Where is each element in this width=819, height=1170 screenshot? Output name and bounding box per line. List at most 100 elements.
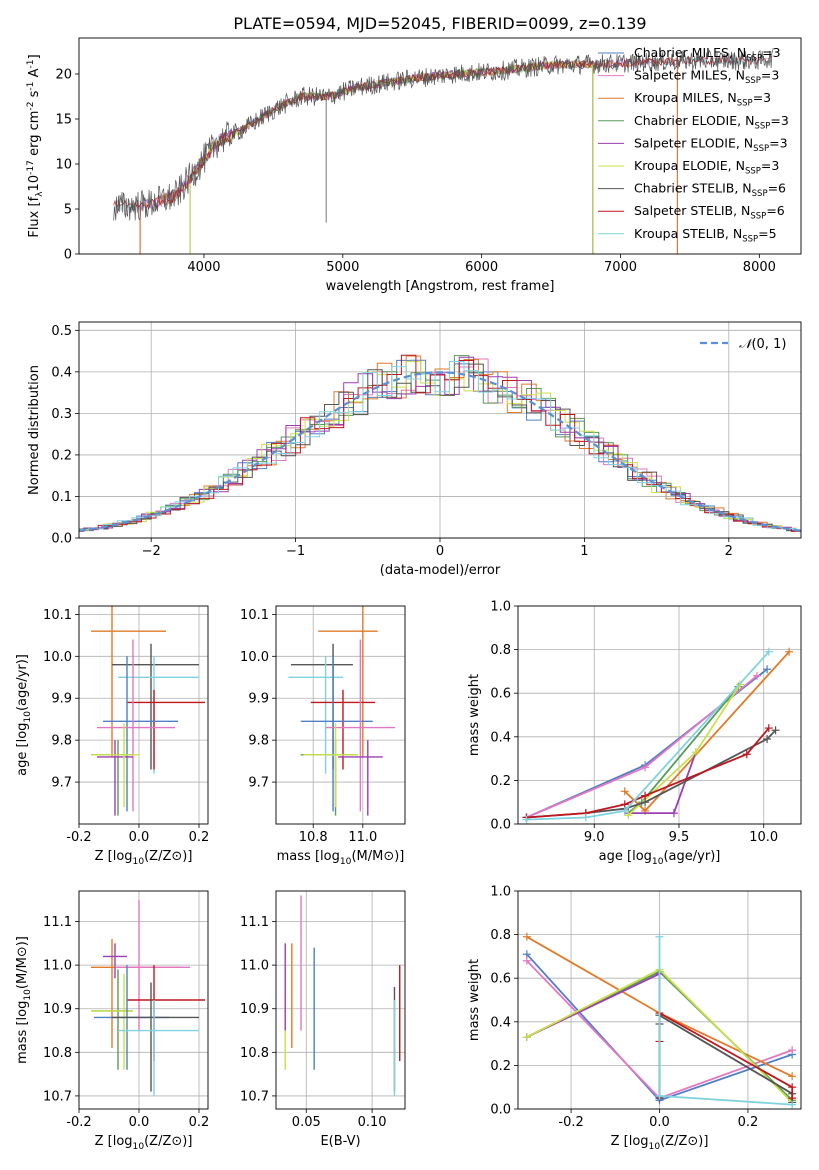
- x-tick-label: 10.8: [299, 830, 328, 845]
- y-axis-label: mass [log10​(M/M⊙)]: [15, 936, 33, 1064]
- y-tick-label: 0.2: [490, 1059, 511, 1074]
- y-tick-label: 11.0: [43, 959, 72, 974]
- x-tick-label: 0.0: [129, 830, 150, 845]
- plot-area: [91, 899, 205, 1096]
- mass-weight-line: [658, 936, 793, 1106]
- x-tick-label: −2: [142, 544, 161, 559]
- y-tick-label: 15: [55, 113, 72, 128]
- legend-label: Chabrier ELODIE, NSSP=3: [634, 113, 789, 132]
- y-tick-label: 0: [64, 248, 72, 263]
- axes-frame: [78, 321, 802, 539]
- plot-area: [288, 606, 396, 816]
- mass-weight-marker: [522, 815, 531, 824]
- y-tick-label: 0.4: [51, 365, 72, 380]
- mass-weight-marker: [742, 750, 751, 759]
- x-tick-label: 7000: [604, 260, 637, 275]
- y-tick-label: 0.4: [490, 730, 511, 745]
- figure-title: PLATE=0594, MJD=52045, FIBERID=0099, z=0…: [233, 14, 646, 33]
- axes-frame: [78, 605, 209, 825]
- panel-age-vs-mass: 10.8 11.0 9.7 9.8 9.9 10.0 10.1 mass [log10​(M/…: [240, 605, 406, 867]
- axes-frame: [275, 605, 406, 825]
- mass-weight-marker: [771, 726, 780, 735]
- y-tick-label: 1.0: [490, 885, 511, 900]
- mass-weight-line: [624, 651, 790, 813]
- plot-area: [113, 47, 774, 254]
- y-axis-label: mass weight: [467, 674, 482, 756]
- y-tick-label: 11.0: [240, 959, 269, 974]
- y-tick-label: 9.7: [248, 776, 269, 791]
- y-tick-label: 11.1: [43, 915, 72, 930]
- mass-weight-marker: [763, 734, 772, 743]
- x-tick-label: 0.2: [189, 1115, 210, 1130]
- mass-weight-marker: [788, 1100, 797, 1109]
- y-tick-label: 0.1: [51, 490, 72, 505]
- x-tick-label: -0.2: [66, 830, 91, 845]
- legend-label: Chabrier MILES, NSSP=3: [634, 45, 781, 64]
- mass-weight-line: [526, 651, 770, 821]
- legend-label: Salpeter MILES, NSSP=3: [634, 68, 779, 87]
- plot-area: [79, 354, 801, 533]
- x-tick-label: 11.0: [348, 830, 377, 845]
- y-tick-label: 10.7: [240, 1089, 269, 1104]
- x-tick-label: 10.0: [749, 830, 778, 845]
- y-tick-label: 10.1: [43, 608, 72, 623]
- panel-mass-weight-vs-age: 9.0 9.5 10.0 0.0 0.2 0.4 0.6 0.8 1.0 age [log10​(…: [467, 600, 802, 867]
- axes-frame: [275, 890, 406, 1110]
- y-tick-label: 0.3: [51, 407, 72, 422]
- legend-label: Chabrier STELIB, NSSP=6: [634, 181, 786, 200]
- y-tick-label: 10.0: [240, 650, 269, 665]
- panel-spectrum: 4000 5000 6000 7000 8000 0 5 10 15 20 wavelength […: [26, 37, 802, 294]
- mass-weight-line: [658, 1011, 794, 1099]
- mass-weight-line: [526, 727, 770, 819]
- y-tick-label: 9.8: [248, 734, 269, 749]
- gaussian-curve: [79, 371, 801, 532]
- y-axis-label: Normed distribution: [27, 365, 42, 495]
- y-tick-label: 10.7: [43, 1089, 72, 1104]
- y-tick-label: 9.8: [51, 734, 72, 749]
- y-tick-label: 10: [55, 158, 72, 173]
- y-tick-label: 0.6: [490, 687, 511, 702]
- y-tick-label: 20: [55, 68, 72, 83]
- plot-area: [91, 606, 205, 816]
- panel-mass-vs-Z: -0.2 0.0 0.2 10.7 10.8 10.9 11.0 11.1 Z [log10​(…: [15, 890, 210, 1152]
- legend-label: Kroupa ELODIE, NSSP=3: [634, 158, 779, 177]
- x-tick-label: 0.2: [738, 1115, 759, 1130]
- mass-weight-marker: [641, 763, 650, 772]
- x-tick-label: 0.10: [358, 1115, 387, 1130]
- mass-weight-marker: [669, 809, 678, 818]
- panel-mass-weight-vs-Z: -0.2 0.0 0.2 0.0 0.2 0.4 0.6 0.8 1.0 Z [log10​(Z/…: [467, 885, 802, 1152]
- y-tick-label: 0.5: [51, 324, 72, 339]
- x-tick-label: 4000: [187, 260, 220, 275]
- y-tick-label: 5: [64, 203, 72, 218]
- x-tick-label: 2: [725, 544, 733, 559]
- y-axis-label: Flux [fλ​10-17​ erg cm-2​ s-1​ A-1​]: [26, 54, 45, 237]
- x-tick-label: 0: [436, 544, 444, 559]
- y-tick-label: 0.2: [51, 448, 72, 463]
- mass-weight-marker: [788, 1072, 797, 1081]
- mass-weight-marker: [788, 1083, 797, 1092]
- mass-weight-marker: [655, 932, 664, 941]
- y-tick-label: 11.1: [240, 915, 269, 930]
- mass-weight-marker: [620, 806, 629, 815]
- x-tick-label: 0.2: [189, 830, 210, 845]
- mass-weight-marker: [581, 813, 590, 822]
- plot-area: [284, 895, 401, 1096]
- y-axis-label: age [log10​(age/yr)]: [15, 654, 33, 776]
- mass-weight-marker: [522, 1033, 531, 1042]
- mass-weight-marker: [624, 811, 633, 820]
- mass-weight-marker: [691, 748, 700, 757]
- y-tick-label: 0.8: [490, 643, 511, 658]
- y-tick-label: 9.9: [248, 692, 269, 707]
- x-tick-label: 9.5: [669, 830, 690, 845]
- y-tick-label: 1.0: [490, 600, 511, 615]
- x-axis-label: E(B-V): [320, 1134, 360, 1149]
- y-tick-label: 0.0: [490, 1103, 511, 1118]
- mass-weight-line: [658, 1013, 794, 1103]
- mass-weight-marker: [752, 671, 761, 680]
- x-axis-label: (data-model)/error: [380, 563, 501, 578]
- x-tick-label: 8000: [743, 260, 776, 275]
- x-tick-label: 6000: [465, 260, 498, 275]
- x-axis-label: Z [log10​(Z/Z⊙)]: [611, 1134, 709, 1152]
- mass-weight-marker: [764, 647, 773, 656]
